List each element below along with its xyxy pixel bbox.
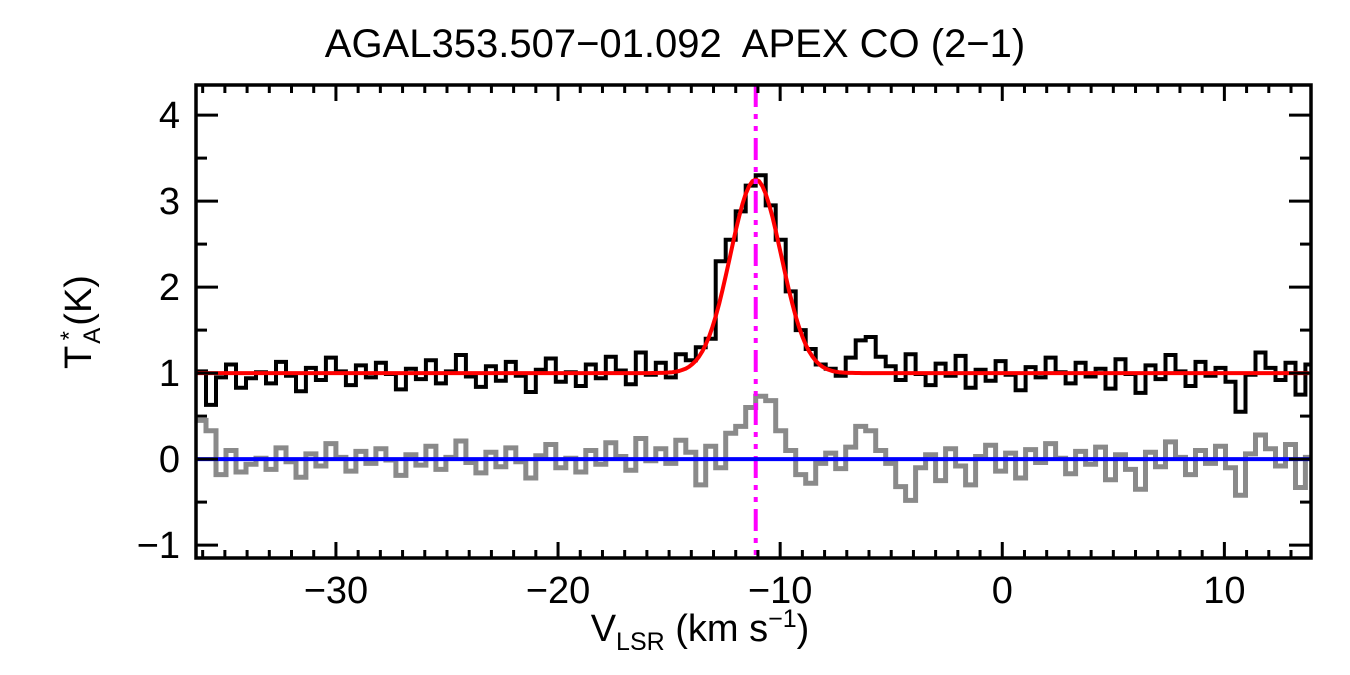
x-tick-label: −10 <box>748 570 812 612</box>
x-axis-label-v: V <box>590 608 617 650</box>
x-axis-label-sup: −1 <box>768 605 797 633</box>
y-tick-label: 2 <box>159 267 180 309</box>
y-tick-label: 0 <box>159 439 180 481</box>
x-axis-label-unit-post: ) <box>796 608 810 650</box>
y-tick-label: −1 <box>137 525 180 567</box>
x-tick-label: 10 <box>1203 570 1245 612</box>
y-tick-label: 1 <box>159 353 180 395</box>
plot-frame <box>194 83 1313 560</box>
residual-histogram <box>196 393 1311 503</box>
y-axis-label-unit: (K) <box>58 275 101 326</box>
x-axis-label-unit-pre: (km s <box>664 608 769 650</box>
x-axis-label: VLSR (km s−1) <box>0 605 1350 656</box>
y-tick-label: 4 <box>159 95 180 137</box>
y-axis-label-t: T <box>58 345 101 369</box>
x-axis-label-sub: LSR <box>616 628 665 656</box>
chart-title: AGAL353.507−01.092 APEX CO (2−1) <box>324 22 1026 66</box>
x-tick-label: −20 <box>526 570 590 612</box>
gaussian-fit-curve <box>196 177 1309 376</box>
y-tick-label: 3 <box>159 181 180 223</box>
x-tick-label: 0 <box>992 570 1013 612</box>
x-tick-label: −30 <box>304 570 368 612</box>
y-axis-label-sub: A <box>79 327 106 344</box>
